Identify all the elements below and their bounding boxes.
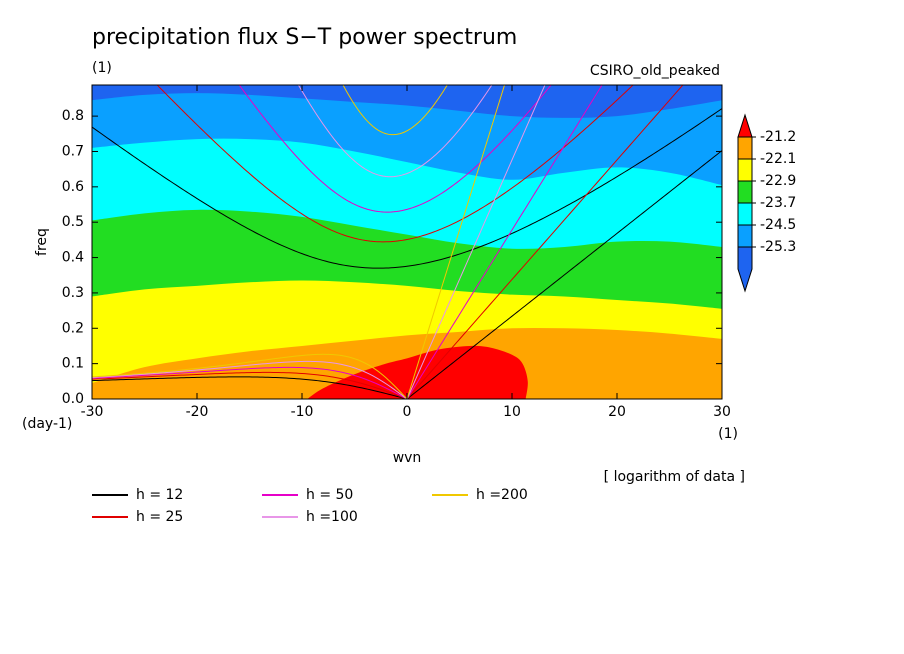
contour-band xyxy=(307,345,528,399)
dispersion-curve xyxy=(406,85,506,399)
data-units: (1) xyxy=(92,60,112,76)
colorbar-label: -22.1 xyxy=(760,151,796,167)
legend-label: h = 25 xyxy=(136,509,183,525)
y-axis-label: freq xyxy=(34,228,50,256)
y-tick-label: 0.4 xyxy=(62,250,84,266)
colorbar-box xyxy=(737,136,753,160)
colorbar-label: -23.7 xyxy=(760,195,796,211)
dispersion-curve xyxy=(156,85,634,243)
dispersion-curve xyxy=(297,85,493,178)
x-units: (1) xyxy=(718,426,738,442)
dispersion-curve xyxy=(406,85,546,399)
legend-label: h =100 xyxy=(306,509,358,525)
colorbar-label: -24.5 xyxy=(760,217,796,233)
axes: -30 -20 -10 0 10 20 30 0.0 0.1 0.2 0.3 0.4 0.5 0.6 0.7… xyxy=(62,84,796,420)
legend-label: h =200 xyxy=(476,487,528,503)
colorbar-cap xyxy=(737,246,753,293)
model-name: CSIRO_old_peaked xyxy=(590,63,720,79)
colorbar-label: -25.3 xyxy=(760,239,796,255)
y-tick-label: 0.3 xyxy=(62,285,84,301)
y-tick-label: 0.5 xyxy=(62,214,84,230)
dispersion-curve xyxy=(92,360,408,399)
y-tick-label: 0.1 xyxy=(62,356,84,372)
x-tick-label: -30 xyxy=(81,404,104,420)
y-tick-label: 0.7 xyxy=(62,143,84,159)
dispersion-curves xyxy=(92,85,722,399)
x-tick-label: -20 xyxy=(186,404,209,420)
dispersion-curve xyxy=(92,366,408,399)
dispersion-curve xyxy=(92,376,408,399)
chart-title: precipitation flux S−T power spectrum xyxy=(92,25,517,50)
note: [ logarithm of data ] xyxy=(604,469,745,485)
dispersion-curve xyxy=(92,108,722,269)
y-tick-label: 0.8 xyxy=(62,108,84,124)
x-axis-label: wvn xyxy=(393,450,422,466)
x-tick-label: 30 xyxy=(713,404,731,420)
colorbar-label: -22.9 xyxy=(760,173,796,189)
legend-label: h = 12 xyxy=(136,487,183,503)
x-tick-label: 0 xyxy=(403,404,412,420)
contour-fills xyxy=(92,85,722,399)
legend-label: h = 50 xyxy=(306,487,353,503)
x-tick-label: -10 xyxy=(291,404,314,420)
colorbar-box xyxy=(737,224,753,248)
dispersion-curve xyxy=(92,371,408,399)
colorbar-box xyxy=(737,202,753,226)
dispersion-curve xyxy=(342,85,448,136)
x-tick-label: 10 xyxy=(503,404,521,420)
y-tick-label: 0.0 xyxy=(62,391,84,407)
dispersion-curve xyxy=(238,85,552,213)
dispersion-curve xyxy=(92,353,408,399)
colorbar-box xyxy=(737,180,753,204)
colorbar-label: -21.2 xyxy=(760,129,796,145)
y-tick-label: 0.2 xyxy=(62,320,84,336)
y-tick-label: 0.6 xyxy=(62,179,84,195)
colorbar-box xyxy=(737,158,753,182)
dispersion-curve xyxy=(406,85,603,399)
dispersion-curve xyxy=(406,150,722,399)
dispersion-curve xyxy=(406,85,684,399)
y-units: (day-1) xyxy=(22,416,72,432)
x-tick-label: 20 xyxy=(608,404,626,420)
